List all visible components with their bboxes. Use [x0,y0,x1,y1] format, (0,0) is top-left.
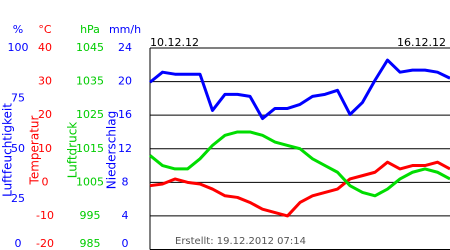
y-tick-label: 16 [118,108,132,121]
y-tick-label: 1005 [76,175,104,188]
series-line [149,130,450,198]
axis-title: Luftfeuchtigkeit [1,103,15,197]
y-tick-label: 10 [38,142,52,155]
axis-unit: mm/h [109,23,141,36]
axis-title: Luftdruck [66,122,80,179]
axis-title: Niederschlag [105,111,119,189]
y-tick-label: 0 [42,175,49,188]
axis-title: Temperatur [28,115,42,185]
series-line [149,58,450,121]
axis-unit: % [13,23,23,36]
series-line [149,160,450,218]
y-tick-label: 100 [8,41,29,54]
y-tick-label: 4 [122,209,129,222]
axis-unit: hPa [80,23,100,36]
y-tick-label: 995 [80,209,101,222]
y-tick-label: 985 [80,237,101,250]
footer: Erstellt: 19.12.2012 07:14 [175,236,306,247]
y-tick-label: 25 [11,192,25,205]
y-tick-label: 8 [122,175,129,188]
y-tick-label: 30 [38,75,52,88]
y-tick-label: 1035 [76,75,104,88]
y-tick-label: 75 [11,91,25,104]
y-tick-label: 1045 [76,41,104,54]
y-tick-label: 50 [11,142,25,155]
date-end: 16.12.12 [397,36,446,49]
y-tick-label: 20 [118,75,132,88]
y-tick-label: -20 [36,237,54,250]
y-tick-label: 1015 [76,142,104,155]
y-tick-label: 12 [118,142,132,155]
y-tick-label: 24 [118,41,132,54]
y-tick-label: 0 [15,237,22,250]
y-tick-label: 0 [122,237,129,250]
y-tick-label: -10 [36,209,54,222]
axis-unit: °C [38,23,52,36]
y-tick-label: 1025 [76,108,104,121]
date-start: 10.12.12 [150,36,199,49]
y-tick-label: 40 [38,41,52,54]
y-tick-label: 20 [38,108,52,121]
